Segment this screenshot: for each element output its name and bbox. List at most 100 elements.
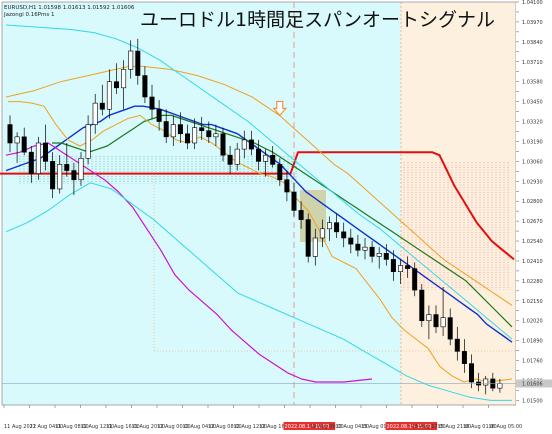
price-label: 1.01606: [522, 382, 543, 388]
candle-body: [78, 157, 84, 181]
x-tick-highlight: [385, 422, 438, 430]
candle-body: [121, 69, 127, 89]
x-tick-label: 16 Aug 05:00: [489, 424, 523, 430]
candle-body: [461, 351, 467, 364]
candle-body: [192, 127, 198, 144]
candle-body: [334, 222, 340, 233]
y-tick-label: 1.01500: [522, 398, 543, 404]
candle-body: [426, 314, 432, 322]
x-tick-label: 2022.08.12 19:00: [285, 424, 330, 430]
candle-body: [64, 164, 70, 171]
candle-body: [99, 102, 105, 110]
candle-body: [376, 253, 382, 257]
candle-body: [50, 161, 56, 190]
candle-body: [92, 102, 98, 125]
candle-body: [326, 222, 332, 230]
candle-body: [149, 96, 155, 110]
candle-body: [14, 136, 20, 144]
candle-body: [135, 50, 141, 76]
marker-layer: [272, 100, 287, 117]
candle-body: [128, 50, 134, 70]
x-tick-label: 11 Aug 12:00: [81, 424, 115, 430]
candle-body: [319, 228, 325, 239]
page-title: ユーロドル1時間足スパンオートシグナル: [140, 9, 495, 31]
candle-body: [255, 148, 261, 162]
candle-body: [412, 268, 418, 291]
x-tick-label: 11 Aug 20:00: [132, 424, 166, 430]
candle-body: [142, 75, 148, 98]
candle-body: [206, 130, 212, 138]
indicator-info: Jazongi 0.16Pms 1: [3, 12, 55, 18]
y-tick-label: 1.03840: [522, 40, 543, 46]
x-tick-label: 12 Aug 00:00: [157, 424, 191, 430]
candle-body: [241, 139, 247, 150]
candle-body: [270, 154, 276, 165]
cyan-upper-band: [5, 24, 513, 340]
x-tick-label: 15 Aug 21:00: [438, 424, 472, 430]
candle-body: [71, 170, 77, 181]
candle-body: [85, 124, 91, 159]
candle-body: [177, 124, 183, 135]
candle-body: [35, 142, 41, 174]
candle-body: [248, 139, 254, 150]
y-tick-label: 1.01760: [522, 359, 543, 365]
x-tick-label: 11 Aug 2022: [4, 424, 36, 430]
projection-shade: [401, 2, 516, 405]
candle-body: [42, 142, 48, 162]
x-tick-label: 2022.08.15 15:00: [387, 424, 432, 430]
candle-body: [284, 179, 290, 193]
candle-body: [263, 154, 269, 162]
y-tick-label: 1.03970: [522, 20, 543, 26]
candle-body: [483, 378, 489, 386]
candle-body: [305, 219, 311, 257]
x-tick-label: 13 Aug 00:00: [310, 424, 344, 430]
y-tick-label: 1.03060: [522, 159, 543, 165]
y-tick-label: 1.02540: [522, 239, 543, 245]
candle-body: [21, 136, 27, 153]
candle-body: [199, 127, 205, 132]
orange-upper-band: [5, 65, 513, 306]
candle-body: [454, 338, 460, 352]
candle-body: [114, 81, 120, 89]
red-signal-line: [0, 151, 515, 261]
y-tick-label: 1.02670: [522, 219, 543, 225]
candle-body: [106, 81, 112, 110]
candle-body: [185, 133, 191, 144]
y-tick-label: 1.03580: [522, 80, 543, 86]
x-tick-label: 12 Aug 12:00: [234, 424, 268, 430]
x-tick-label: 15 Aug 09:00: [361, 424, 395, 430]
candle-body: [348, 237, 354, 245]
candle-body: [383, 253, 389, 260]
y-tick-label: 1.02410: [522, 259, 543, 265]
x-tick-label: 11 Aug 04:00: [30, 424, 64, 430]
axis-area: [516, 2, 552, 405]
candle-body: [234, 148, 240, 165]
candle-body: [170, 124, 176, 138]
candle-body: [163, 121, 169, 138]
y-tick-label: 1.03710: [522, 60, 543, 66]
x-tick-label: 13 Aug 04:00: [336, 424, 370, 430]
symbol-info: EURUSD,H1 1.01598 1.01613 1.01592 1.0160…: [4, 5, 135, 11]
candle-body: [57, 164, 63, 190]
price-label-box: [516, 379, 552, 388]
candle-body: [156, 108, 162, 122]
candle-body: [419, 289, 425, 322]
candle-body: [7, 124, 13, 144]
x-tick-label: 11 Aug 08:00: [55, 424, 89, 430]
y-tick-label: 1.03320: [522, 120, 543, 126]
y-axis: 1.04100 1.03970 1.03840 1.03710 1.03580 1.034…: [2, 0, 552, 404]
candle-body: [341, 231, 347, 239]
x-tick-label: 12 Aug 08:00: [208, 424, 242, 430]
y-tick-label: 1.02150: [522, 299, 543, 305]
y-tick-label: 1.02020: [522, 319, 543, 325]
candle-body: [220, 133, 226, 156]
candle-body: [291, 191, 297, 211]
x-tick-label: 15 Aug 17:00: [412, 424, 446, 430]
candle-body: [440, 317, 446, 328]
candle-body: [362, 246, 368, 251]
y-tick-label: 1.01890: [522, 339, 543, 345]
candle-body: [497, 383, 503, 389]
x-tick-label: 12 Aug 16:00: [259, 424, 293, 430]
x-tick-label: 11 Aug 16:00: [106, 424, 140, 430]
